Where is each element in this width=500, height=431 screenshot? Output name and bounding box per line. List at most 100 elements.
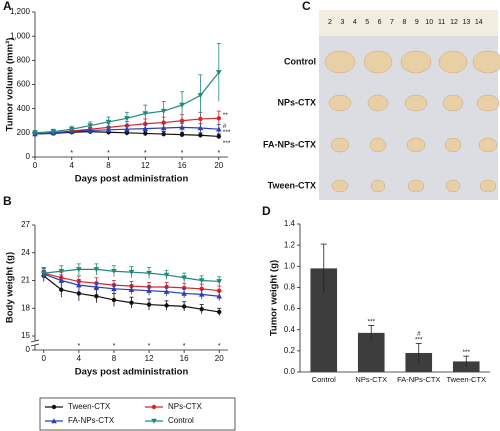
- ruler-label: 9: [415, 19, 419, 26]
- marker: [142, 111, 149, 117]
- tumor: [369, 137, 387, 153]
- x-axis-title: Days post administration: [75, 174, 189, 185]
- marker: [105, 127, 112, 133]
- row-label: NPs-CTX: [277, 97, 316, 107]
- marker: [32, 130, 38, 136]
- legend-label: FA-NPs-CTX: [68, 416, 115, 425]
- significance-mark: *: [181, 150, 184, 157]
- tumor: [331, 179, 349, 193]
- marker: [76, 291, 82, 296]
- x-tick-label: 8: [106, 161, 111, 170]
- y-tick-label: 800: [17, 55, 31, 64]
- marker: [143, 131, 148, 136]
- marker: [87, 127, 93, 133]
- x-tick-label: 12: [141, 161, 150, 170]
- marker: [164, 303, 169, 308]
- marker: [198, 278, 205, 284]
- end-label: ***: [223, 140, 231, 147]
- marker: [181, 275, 187, 281]
- marker: [142, 125, 149, 131]
- significance-mark: *: [113, 343, 116, 350]
- y-axis-title: Body weight (g): [5, 252, 16, 323]
- y-tick-label: 600: [17, 80, 31, 89]
- marker: [179, 118, 185, 123]
- x-tick-label: 12: [145, 354, 154, 363]
- legend-box: [39, 397, 236, 431]
- y-tick-label: 21: [21, 276, 30, 285]
- ruler-label: 3: [340, 19, 344, 26]
- y-tick-label: 1.2: [284, 240, 296, 249]
- y-axis-title: Tumor weight (g): [269, 260, 280, 336]
- marker: [151, 418, 157, 424]
- marker: [197, 125, 204, 131]
- marker: [160, 125, 167, 131]
- tumor: [444, 137, 462, 153]
- y-tick-label: 200: [17, 128, 31, 137]
- marker: [163, 272, 170, 278]
- x-tick-label: NPs-CTX: [355, 375, 387, 384]
- marker: [198, 291, 205, 297]
- y-tick-label: 0: [26, 345, 31, 354]
- marker: [124, 126, 130, 132]
- ruler-label: 4: [353, 19, 357, 26]
- y-tick-label: 0.6: [284, 304, 296, 313]
- row-label: Tween-CTX: [268, 180, 316, 190]
- marker: [111, 297, 117, 303]
- x-tick-label: 8: [112, 354, 117, 363]
- annotation: ***: [367, 318, 375, 325]
- marker: [111, 269, 117, 275]
- marker: [199, 306, 204, 312]
- x-tick-label: Control: [312, 375, 337, 384]
- marker: [179, 132, 185, 137]
- x-tick-label: 0: [33, 161, 38, 170]
- x-tick-label: 20: [215, 354, 224, 363]
- y-tick-label: 0.2: [284, 346, 296, 355]
- y-tick-label: 0.8: [284, 283, 296, 292]
- marker: [179, 124, 185, 130]
- marker: [161, 131, 166, 137]
- tumor: [479, 179, 497, 193]
- y-tick-label: 0.0: [284, 367, 296, 376]
- tumor: [476, 94, 500, 112]
- marker: [111, 286, 117, 292]
- x-tick-label: Tween-CTX: [446, 375, 486, 384]
- marker: [181, 290, 187, 296]
- axis-break: [30, 339, 40, 343]
- tumor: [445, 179, 461, 193]
- ruler-label: 14: [475, 19, 483, 26]
- end-label: **: [223, 112, 229, 119]
- marker: [93, 284, 100, 290]
- tumor: [406, 137, 426, 153]
- marker: [216, 116, 222, 121]
- y-tick-label: 1,000: [10, 31, 31, 40]
- x-tick-label: 0: [42, 354, 47, 363]
- significance-mark: *: [218, 343, 221, 350]
- y-tick-label: 1,200: [10, 7, 31, 16]
- ruler-label: 12: [450, 19, 458, 26]
- marker: [216, 70, 222, 76]
- marker: [93, 267, 100, 273]
- x-tick-label: 4: [70, 161, 75, 170]
- marker: [128, 286, 135, 292]
- significance-mark: *: [183, 343, 186, 350]
- x-tick-label: 4: [77, 354, 82, 363]
- marker: [128, 269, 135, 275]
- x-tick-label: 16: [178, 161, 187, 170]
- significance-mark: *: [107, 150, 110, 157]
- marker: [160, 108, 167, 114]
- marker: [87, 123, 93, 129]
- marker: [216, 134, 222, 139]
- y-tick-label: 15: [21, 331, 30, 340]
- significance-mark: *: [144, 150, 147, 157]
- marker: [50, 129, 57, 135]
- significance-mark: *: [77, 343, 80, 350]
- x-tick-label: 20: [214, 161, 223, 170]
- tumor: [472, 50, 500, 74]
- x-tick-label: 16: [180, 354, 189, 363]
- legend-label: NPs-CTX: [168, 402, 202, 411]
- y-tick-label: 0.4: [284, 325, 296, 334]
- legend-label: Control: [168, 416, 194, 425]
- marker: [129, 300, 134, 305]
- marker: [216, 126, 222, 132]
- ruler-label: 13: [463, 19, 471, 26]
